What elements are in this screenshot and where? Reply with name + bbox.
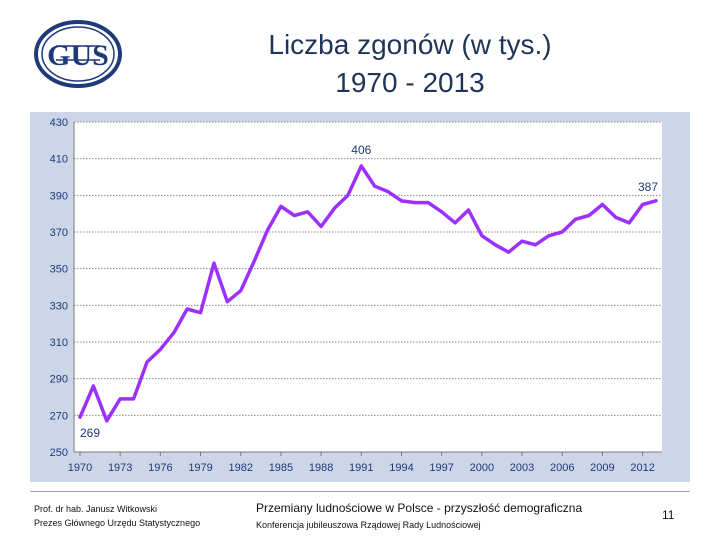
- y-tick-label: 410: [50, 154, 68, 166]
- x-tick-label: 1994: [389, 462, 413, 474]
- x-tick-label: 1985: [269, 462, 293, 474]
- y-tick-label: 390: [50, 190, 68, 202]
- x-tick-label: 1973: [108, 462, 132, 474]
- data-label: 406: [351, 143, 371, 157]
- y-tick-label: 430: [50, 117, 68, 129]
- x-tick-label: 1991: [349, 462, 373, 474]
- author-position: Prezes Głównego Urzędu Statystycznego: [34, 518, 201, 528]
- y-tick-label: 350: [50, 264, 68, 276]
- x-tick-label: 2006: [550, 462, 574, 474]
- data-label: 387: [638, 180, 658, 194]
- series-line: [78, 164, 658, 423]
- x-tick-label: 2000: [470, 462, 494, 474]
- y-tick-label: 270: [50, 410, 68, 422]
- author-block: Prof. dr hab. Janusz Witkowski Prezes Gł…: [34, 502, 200, 530]
- y-tick-label: 250: [50, 447, 68, 459]
- y-tick-label: 310: [50, 337, 68, 349]
- x-tick-label: 1982: [229, 462, 253, 474]
- data-label: 269: [80, 426, 100, 440]
- x-tick-label: 2009: [590, 462, 614, 474]
- title-line-2: 1970 - 2013: [335, 67, 485, 98]
- footer-divider: [30, 491, 690, 492]
- gus-logo: GUS: [34, 20, 122, 88]
- x-tick-label: 1979: [188, 462, 212, 474]
- x-tick-label: 1970: [68, 462, 92, 474]
- author-name: Prof. dr hab. Janusz Witkowski: [34, 504, 158, 514]
- y-tick-label: 370: [50, 227, 68, 239]
- conference-block: Przemiany ludnościowe w Polsce - przyszł…: [256, 500, 582, 532]
- page-number: 11: [662, 508, 675, 522]
- logo-text: GUS: [47, 39, 109, 72]
- x-tick-label: 2003: [510, 462, 534, 474]
- chart-title: Liczba zgonów (w tys.) 1970 - 2013: [200, 26, 620, 102]
- x-tick-label: 1997: [429, 462, 453, 474]
- x-tick-label: 1976: [148, 462, 172, 474]
- title-line-1: Liczba zgonów (w tys.): [268, 29, 552, 60]
- x-tick-label: 1988: [309, 462, 333, 474]
- y-tick-label: 290: [50, 374, 68, 386]
- conference-subtitle: Konferencja jubileuszowa Rządowej Rady L…: [256, 520, 481, 530]
- line-chart: 250 270 290 310 330 350 370 390 410 430 1970 1973 19…: [30, 112, 690, 482]
- plot-area: [74, 122, 662, 452]
- y-tick-label: 330: [50, 300, 68, 312]
- conference-title: Przemiany ludnościowe w Polsce - przyszł…: [256, 501, 583, 515]
- x-tick-label: 2012: [630, 462, 654, 474]
